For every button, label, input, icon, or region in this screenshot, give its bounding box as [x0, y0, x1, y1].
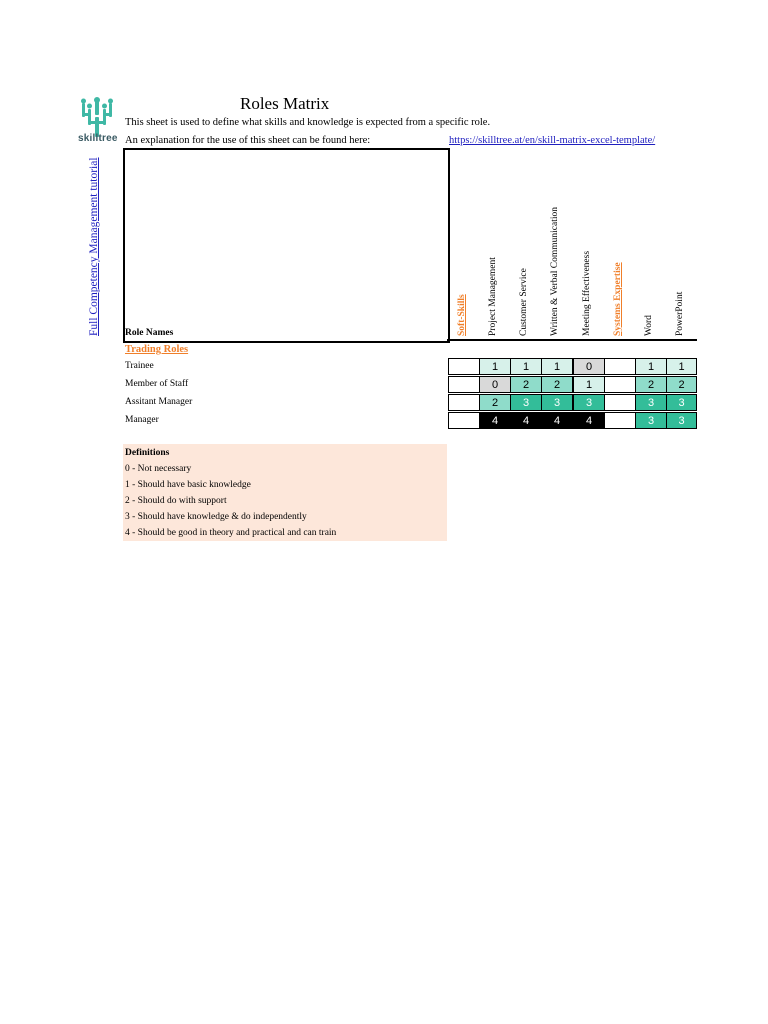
matrix-cell[interactable]: 3	[635, 394, 667, 411]
matrix-cell[interactable]	[448, 394, 480, 411]
column-header-systems-expertise: Systems Expertise	[613, 262, 623, 336]
column-header-customer-service: Customer Service	[519, 268, 529, 336]
matrix-cell[interactable]	[604, 376, 636, 393]
definition-item: 2 - Should do with support	[125, 496, 227, 506]
matrix-cell[interactable]: 4	[573, 412, 605, 429]
role-name: Assitant Manager	[125, 397, 193, 407]
description-text: This sheet is used to define what skills…	[125, 117, 491, 128]
matrix-cell[interactable]: 3	[635, 412, 667, 429]
matrix-cell[interactable]: 3	[541, 394, 573, 411]
matrix-cell[interactable]: 3	[573, 394, 605, 411]
matrix-cell[interactable]: 2	[666, 376, 697, 393]
matrix-cell[interactable]: 1	[635, 358, 667, 375]
matrix-cell[interactable]: 3	[666, 412, 697, 429]
header-divider	[447, 339, 697, 341]
page-title: Roles Matrix	[240, 94, 330, 113]
matrix-cell[interactable]: 4	[479, 412, 511, 429]
template-link[interactable]: https://skilltree.at/en/skill-matrix-exc…	[449, 135, 656, 146]
matrix-cell[interactable]: 2	[541, 376, 573, 393]
matrix-cell[interactable]: 2	[479, 394, 511, 411]
definition-item: 4 - Should be good in theory and practic…	[125, 528, 337, 538]
column-header-powerpoint: PowerPoint	[675, 291, 685, 336]
column-header-project-management: Project Management	[488, 257, 498, 336]
role-name: Manager	[125, 415, 159, 425]
matrix-cell[interactable]: 1	[510, 358, 542, 375]
column-header-word: Word	[644, 315, 654, 336]
matrix-cell[interactable]: 2	[635, 376, 667, 393]
definitions-panel	[123, 444, 447, 541]
matrix-cell[interactable]: 3	[510, 394, 542, 411]
matrix-cell[interactable]: 1	[479, 358, 511, 375]
matrix-cell[interactable]: 4	[510, 412, 542, 429]
definition-item: 0 - Not necessary	[125, 464, 192, 474]
explanation-text: An explanation for the use of this sheet…	[125, 135, 371, 146]
matrix-cell[interactable]: 2	[510, 376, 542, 393]
matrix-cell[interactable]: 4	[541, 412, 573, 429]
matrix-cell[interactable]	[448, 358, 480, 375]
matrix-cell[interactable]: 3	[666, 394, 697, 411]
column-header-written-verbal-communication: Written & Verbal Communication	[550, 207, 560, 336]
definition-item: 1 - Should have basic knowledge	[125, 480, 251, 490]
section-heading: Trading Roles	[125, 344, 189, 355]
role-names-label: Role Names	[125, 328, 174, 338]
brand-name: skilltree	[78, 133, 118, 144]
matrix-cell[interactable]: 0	[479, 376, 511, 393]
matrix-cell[interactable]: 1	[541, 358, 573, 375]
matrix-cell[interactable]	[448, 412, 480, 429]
role-names-header-box	[123, 148, 450, 343]
definitions-title: Definitions	[125, 448, 170, 458]
matrix-cell[interactable]	[604, 394, 636, 411]
role-name: Member of Staff	[125, 379, 189, 389]
matrix-cell[interactable]: 1	[666, 358, 697, 375]
matrix-cell[interactable]: 0	[573, 358, 605, 375]
column-header-soft-skills: Soft-Skills	[457, 294, 467, 336]
tutorial-link[interactable]: Full Competency Management tutorial	[88, 157, 100, 336]
skilltree-logo-icon	[81, 97, 113, 137]
role-name: Trainee	[125, 361, 154, 371]
matrix-cell[interactable]	[604, 412, 636, 429]
matrix-cell[interactable]: 1	[573, 376, 605, 393]
definition-item: 3 - Should have knowledge & do independe…	[125, 512, 307, 522]
matrix-cell[interactable]	[448, 376, 480, 393]
column-header-meeting-effectiveness: Meeting Effectiveness	[582, 250, 592, 336]
matrix-cell[interactable]	[604, 358, 636, 375]
